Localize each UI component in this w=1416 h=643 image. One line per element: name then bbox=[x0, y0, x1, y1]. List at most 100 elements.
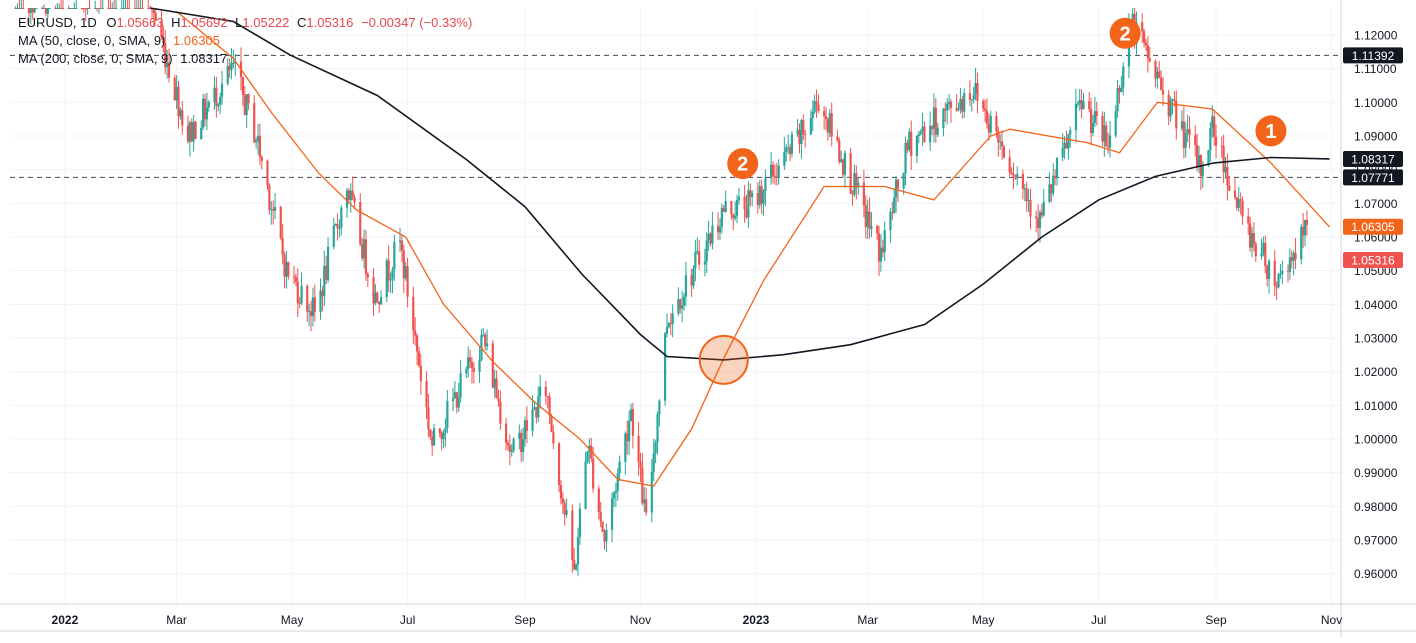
candle-body bbox=[1131, 13, 1134, 26]
candle bbox=[323, 250, 326, 307]
candle-body bbox=[321, 290, 324, 297]
candle-body bbox=[255, 140, 258, 143]
time-tick-label: Nov bbox=[1321, 613, 1342, 627]
candle-body bbox=[624, 433, 627, 462]
candle-body bbox=[1292, 252, 1295, 261]
candle bbox=[785, 143, 788, 162]
candle-body bbox=[217, 104, 220, 107]
candle bbox=[628, 410, 631, 456]
candle-body bbox=[1220, 145, 1223, 147]
time-tick-label: Sep bbox=[1205, 613, 1227, 627]
candle bbox=[325, 255, 328, 285]
candle-body bbox=[400, 240, 404, 251]
candle-body bbox=[902, 173, 905, 189]
candle bbox=[1093, 96, 1096, 127]
candle-body bbox=[658, 400, 661, 415]
candle bbox=[101, 0, 104, 9]
marker-label: 2 bbox=[1120, 23, 1131, 45]
candle-body bbox=[1224, 166, 1227, 173]
marker-1: 1 bbox=[1255, 115, 1287, 147]
candle-body bbox=[1186, 129, 1189, 134]
candle bbox=[788, 144, 792, 162]
candle-body bbox=[141, 8, 144, 9]
candle-body bbox=[181, 110, 184, 126]
candle-body bbox=[268, 185, 271, 210]
candle-body bbox=[135, 8, 138, 9]
candle-body bbox=[372, 277, 375, 304]
candle-body bbox=[1254, 243, 1257, 257]
candle bbox=[213, 76, 216, 110]
candle-body bbox=[1065, 142, 1068, 149]
candle bbox=[114, 0, 118, 9]
candle-body bbox=[1095, 111, 1098, 116]
candle bbox=[894, 175, 898, 213]
symbol-label[interactable]: EURUSD, 1D bbox=[18, 15, 97, 30]
price-label-text: 1.11392 bbox=[1352, 49, 1395, 63]
candle bbox=[656, 411, 659, 455]
candle-body bbox=[48, 8, 51, 9]
candle-body bbox=[270, 209, 273, 211]
candle bbox=[777, 159, 780, 185]
candle bbox=[1305, 210, 1309, 236]
candle-body bbox=[989, 115, 992, 133]
candle bbox=[260, 155, 263, 170]
candle-body bbox=[679, 299, 682, 309]
candle-body bbox=[75, 8, 78, 9]
candle bbox=[398, 227, 402, 253]
candle bbox=[391, 266, 394, 294]
candle-body bbox=[431, 436, 434, 446]
ma50-line[interactable] bbox=[176, 10, 1331, 487]
candle bbox=[111, 2, 114, 9]
candle-body bbox=[256, 135, 260, 141]
candle bbox=[692, 265, 695, 289]
candle-body bbox=[1148, 58, 1151, 62]
candle-body bbox=[614, 491, 617, 494]
candle-body bbox=[1228, 185, 1231, 191]
candle bbox=[798, 123, 801, 154]
ma50-legend-row[interactable]: MA (50, close, 0, SMA, 9) 1.06305 bbox=[18, 32, 472, 50]
close-label: C bbox=[297, 15, 307, 30]
candle-body bbox=[253, 103, 256, 143]
candle-body bbox=[520, 432, 523, 453]
price-label-box bbox=[1343, 252, 1403, 269]
candle-body bbox=[1025, 188, 1028, 202]
candle-body bbox=[771, 164, 775, 176]
candle bbox=[968, 80, 972, 107]
ma200-legend-row[interactable]: MA (200, close, 0, SMA, 9) 1.08317 bbox=[18, 50, 472, 68]
candle-body bbox=[652, 453, 655, 472]
candle bbox=[1036, 204, 1040, 240]
candle bbox=[1067, 133, 1070, 160]
candle-body bbox=[18, 8, 21, 9]
candle bbox=[876, 224, 879, 241]
candle-body bbox=[332, 225, 335, 247]
candle-body bbox=[1088, 101, 1091, 109]
candle bbox=[590, 437, 593, 463]
open-label: O bbox=[106, 15, 117, 30]
candle-body bbox=[1021, 173, 1025, 189]
candle bbox=[544, 380, 547, 406]
candle-body bbox=[840, 159, 843, 162]
candle bbox=[1048, 172, 1051, 204]
ma200-line[interactable] bbox=[149, 7, 1330, 361]
candle bbox=[154, 8, 157, 22]
candle bbox=[306, 284, 309, 322]
candle-body bbox=[347, 190, 351, 201]
time-tick-label: 2022 bbox=[52, 613, 79, 627]
price-label-text: 1.07771 bbox=[1351, 171, 1395, 185]
candle bbox=[732, 213, 735, 231]
candle bbox=[29, 8, 32, 25]
candle-body bbox=[133, 8, 137, 9]
candle bbox=[444, 418, 447, 447]
candle bbox=[349, 183, 352, 213]
candle bbox=[1054, 169, 1057, 186]
candle bbox=[563, 499, 566, 526]
candle bbox=[1025, 181, 1028, 212]
candle-body bbox=[1260, 253, 1263, 257]
candle bbox=[504, 417, 508, 451]
candle-body bbox=[743, 196, 746, 210]
candle bbox=[949, 98, 953, 123]
candle-body bbox=[1014, 177, 1017, 179]
candle bbox=[771, 161, 775, 184]
